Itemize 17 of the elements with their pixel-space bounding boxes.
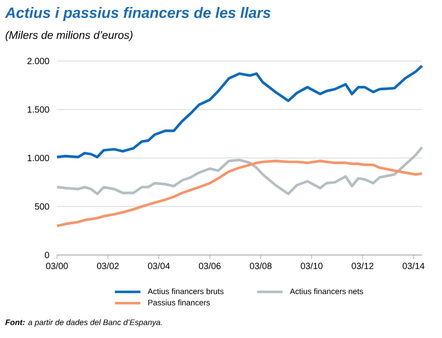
x-tick-label: 03/00 bbox=[46, 262, 68, 270]
x-tick-label: 03/14 bbox=[402, 262, 424, 270]
x-tick-label: 03/08 bbox=[250, 262, 272, 270]
x-tick-label: 03/02 bbox=[97, 262, 119, 270]
chart-title: Actius i passius financers de les llars bbox=[4, 7, 270, 21]
y-tick-label: 0 bbox=[44, 252, 50, 258]
y-tick-label: 1.000 bbox=[28, 154, 50, 162]
x-tick-label: 03/12 bbox=[352, 262, 374, 270]
x-tick-label: 03/06 bbox=[198, 262, 221, 270]
x-tick-label: 03/04 bbox=[148, 262, 170, 270]
y-tick-label: 2.000 bbox=[27, 58, 50, 64]
chart-subtitle: (Milers de milions d’euros) bbox=[6, 30, 132, 42]
x-tick-label: 03/10 bbox=[300, 262, 323, 270]
y-tick-label: 1.500 bbox=[28, 106, 50, 113]
y-tick-label: 500 bbox=[34, 203, 50, 210]
line-series bbox=[56, 64, 424, 158]
line-series bbox=[56, 146, 424, 196]
